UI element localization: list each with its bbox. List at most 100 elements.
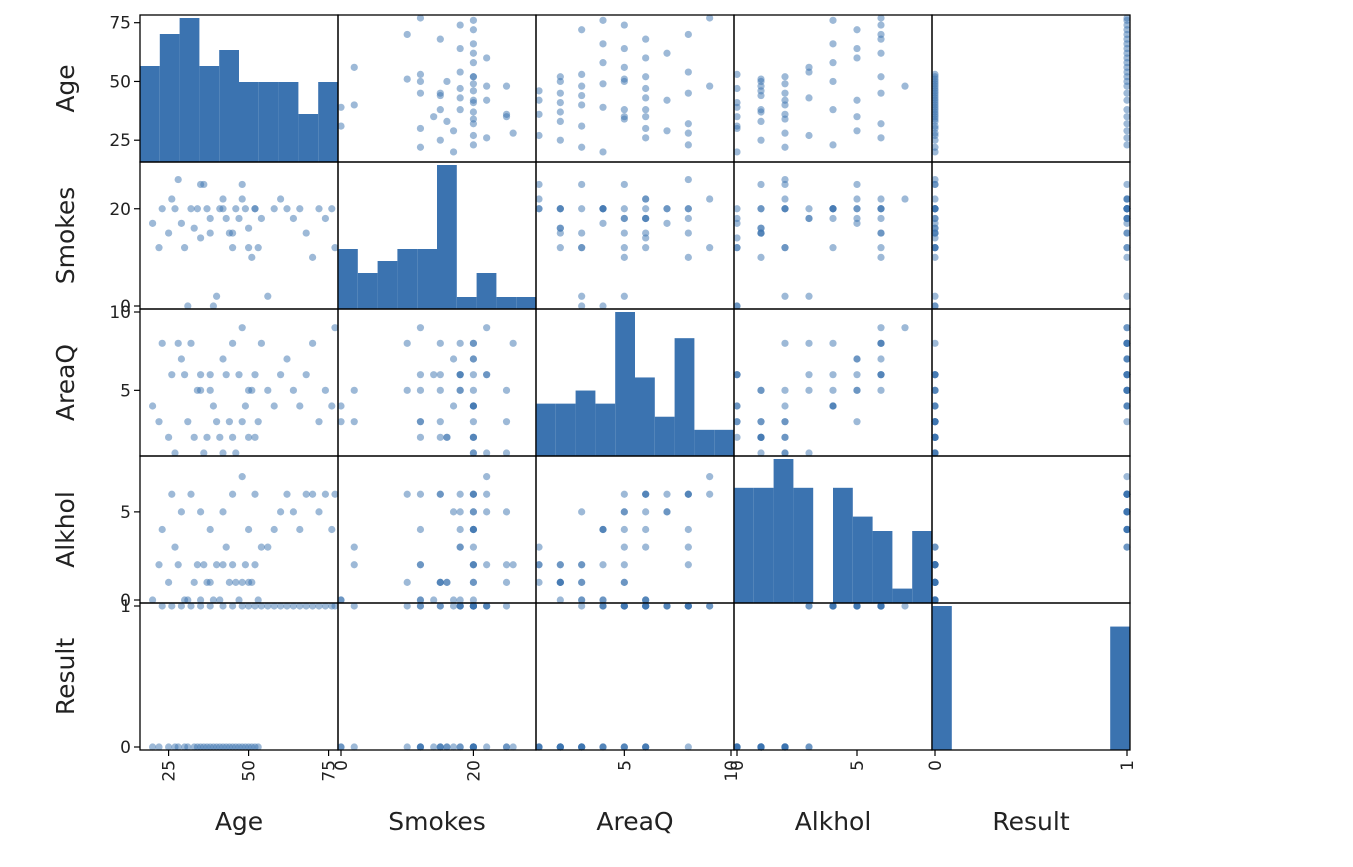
scatter-point [270,602,278,610]
scatter-point [877,120,885,128]
scatter-point [206,214,214,223]
scatter-point [238,578,246,586]
scatter-point [337,596,345,604]
scatter-point [620,525,628,534]
scatter-point [853,26,861,34]
scatter-point [238,195,246,203]
scatter-point [620,578,628,586]
scatter-point [289,602,297,610]
scatter-point [684,490,692,498]
scatter-point [190,578,198,586]
scatter-point [663,602,671,610]
scatter-point [733,205,741,213]
scatter-point [733,402,741,410]
scatter-point [620,229,628,237]
scatter-point [219,205,227,213]
scatter-point [599,602,607,610]
scatter-point [578,229,586,237]
x-tick-label-smokes: 0 [332,760,352,771]
hist-bar-smokes-6 [456,297,477,309]
scatter-point [469,141,478,149]
scatter-point [578,122,586,130]
scatter-point [1123,180,1131,189]
scatter-point [642,214,650,223]
scatter-point [219,449,227,457]
scatter-point [1123,253,1131,261]
scatter-point [469,490,478,498]
scatter-point [165,229,173,237]
scatter-point [469,433,478,441]
scatter-point [302,490,310,498]
hist-bar-alkhol-8 [892,588,913,603]
y-axis-label-smokes: Smokes [51,187,80,285]
scatter-point [805,339,813,347]
scatter-point [416,89,425,97]
scatter-point [620,292,628,300]
scatter-point [469,96,478,104]
panel-alkhol-vs-result [931,455,1131,604]
scatter-point [219,508,227,516]
panel-frame [931,308,1131,457]
scatter-point [158,602,166,610]
scatter-point [620,180,628,189]
scatter-point [642,35,650,43]
y-tick-label-result: 1 [120,597,131,617]
scatter-point [403,490,411,498]
scatter-point [829,339,837,347]
scatter-point [805,292,813,300]
scatter-point [177,602,185,610]
scatter-point [620,543,628,551]
scatter-point [203,433,211,441]
scatter-point [781,129,789,137]
scatter-point [403,339,411,347]
scatter-point [277,602,285,610]
scatter-point [238,180,246,189]
hist-bar-result-9 [1110,626,1130,750]
scatter-point [483,371,491,379]
scatter-point [321,490,329,498]
scatter-point [483,134,491,142]
y-axis-labels-layer: 255075Age020Smokes510AreaQ05Alkhol01Resu… [51,14,140,758]
x-axis-label-alkhol: Alkhol [795,807,872,836]
scatter-point [350,561,358,569]
scatter-point [149,219,157,227]
scatter-point [556,244,564,252]
scatter-point [931,302,939,310]
scatter-point [449,602,458,610]
scatter-point [321,602,329,610]
hist-bar-alkhol-3 [793,487,814,603]
scatter-point [254,418,262,426]
hist-bar-smokes-4 [417,249,437,309]
scatter-point [877,21,885,29]
scatter-point [469,73,478,81]
scatter-point [805,63,813,71]
panel-smokes-vs-result [931,161,1131,310]
scatter-point [403,30,411,39]
scatter-point [733,84,741,93]
scatter-point [502,82,511,90]
hist-bar-alkhol-2 [773,459,794,603]
scatter-point [535,578,543,586]
scatter-point [483,96,491,104]
scatter-point [684,543,692,551]
scatter-point [245,525,253,534]
hist-bar-areaq-6 [654,416,675,456]
scatter-point [877,355,885,363]
scatter-point [853,355,861,363]
x-tick-label-age: 50 [240,760,260,782]
scatter-point [264,292,272,300]
scatter-point [165,578,173,586]
scatter-point [483,473,491,481]
scatter-point [706,195,714,203]
hist-bar-areaq-4 [615,312,635,456]
scatter-point [206,602,214,610]
hist-bar-areaq-2 [575,390,596,456]
scatter-point [232,449,240,457]
scatter-point [331,244,339,252]
hist-bar-smokes-1 [357,273,378,309]
scatter-point [757,205,765,213]
scatter-point [642,490,650,498]
scatter-point [469,371,478,379]
scatter-point [1123,418,1131,426]
panel-frame [931,602,1131,751]
